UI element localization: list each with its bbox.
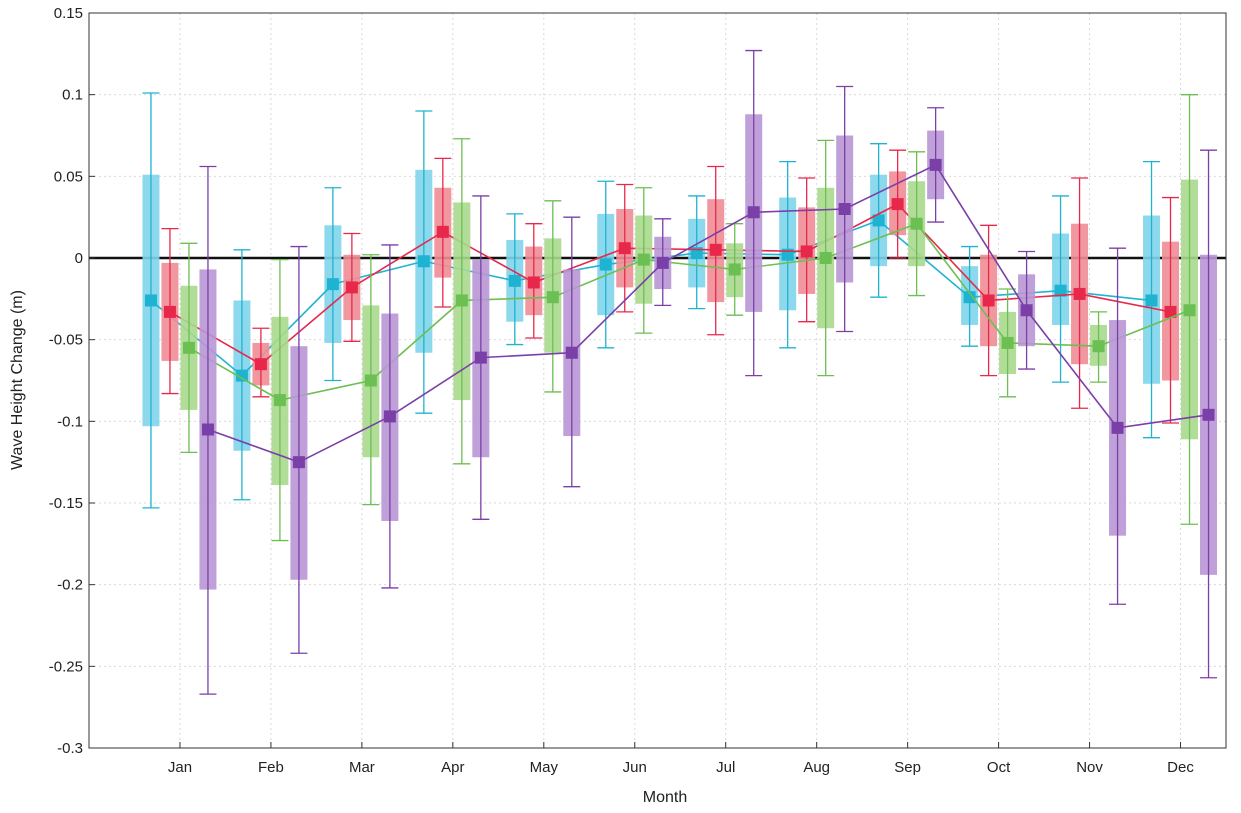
data-point-marker bbox=[618, 242, 631, 255]
plot-frame bbox=[88, 12, 1227, 749]
data-point-marker bbox=[982, 294, 995, 307]
data-point-marker bbox=[1073, 287, 1086, 300]
y-tick-label: -0.1 bbox=[57, 413, 83, 430]
x-tick-label: Oct bbox=[987, 759, 1011, 776]
series-line bbox=[207, 163, 1209, 464]
x-tick-label: Aug bbox=[803, 759, 830, 776]
x-tick-label: Dec bbox=[1167, 759, 1194, 776]
data-point-marker bbox=[1001, 336, 1014, 349]
y-tick-label: -0.05 bbox=[49, 332, 83, 349]
data-point-marker bbox=[800, 245, 813, 258]
data-point-marker bbox=[527, 276, 540, 289]
series-group bbox=[161, 149, 1180, 424]
y-tick-label: 0 bbox=[75, 250, 83, 267]
y-tick-label: -0.3 bbox=[57, 740, 83, 757]
data-point-marker bbox=[508, 274, 521, 287]
data-point-marker bbox=[599, 258, 612, 271]
data-point-marker bbox=[747, 206, 760, 219]
axes: 0.15 0.1 0.05 0 -0.05 -0.1 -0.15 -0.2 -0.25 -0.3 J… bbox=[49, 5, 1227, 776]
data-point-marker bbox=[273, 394, 286, 407]
data-point-marker bbox=[201, 423, 214, 436]
data-point-marker bbox=[546, 291, 559, 304]
data-point-marker bbox=[144, 294, 157, 307]
data-point-marker bbox=[1020, 304, 1033, 317]
data-point-marker bbox=[910, 217, 923, 230]
chart-marks bbox=[142, 49, 1218, 695]
x-tick-label: Jul bbox=[716, 759, 735, 776]
data-point-marker bbox=[565, 346, 578, 359]
data-point-marker bbox=[872, 214, 885, 227]
data-point-marker bbox=[254, 358, 267, 371]
y-tick-label: -0.2 bbox=[57, 577, 83, 594]
x-tick-label: May bbox=[530, 759, 559, 776]
x-tick-label: Apr bbox=[441, 759, 464, 776]
data-point-marker bbox=[474, 351, 487, 364]
data-point-marker bbox=[436, 225, 449, 238]
y-tick-label: 0.05 bbox=[54, 168, 83, 185]
data-point-marker bbox=[963, 291, 976, 304]
data-point-marker bbox=[1092, 340, 1105, 353]
data-point-marker bbox=[637, 253, 650, 266]
data-point-marker bbox=[455, 294, 468, 307]
y-axis-title: Wave Height Change (m) bbox=[9, 290, 26, 470]
data-point-marker bbox=[1164, 305, 1177, 318]
x-tick-label: Jun bbox=[623, 759, 647, 776]
data-point-marker bbox=[1183, 304, 1196, 317]
x-tick-label: Sep bbox=[894, 759, 921, 776]
data-point-marker bbox=[1202, 408, 1215, 421]
data-point-marker bbox=[709, 243, 722, 256]
series-group bbox=[180, 94, 1199, 542]
data-point-marker bbox=[819, 252, 832, 264]
y-tick-label: -0.15 bbox=[49, 495, 83, 512]
x-tick-label: Mar bbox=[349, 759, 375, 776]
data-point-marker bbox=[235, 369, 248, 382]
data-point-marker bbox=[163, 305, 176, 318]
data-point-marker bbox=[838, 203, 851, 215]
data-point-marker bbox=[383, 410, 396, 423]
data-point-marker bbox=[1054, 284, 1067, 297]
data-point-marker bbox=[182, 341, 195, 354]
series-group bbox=[199, 49, 1218, 695]
data-point-marker bbox=[1111, 421, 1124, 434]
data-point-marker bbox=[929, 158, 942, 171]
data-point-marker bbox=[364, 374, 377, 387]
series-group bbox=[142, 92, 1161, 509]
data-point-marker bbox=[417, 255, 430, 268]
x-tick-label: Feb bbox=[258, 759, 284, 776]
data-point-marker bbox=[728, 263, 741, 276]
x-tick-label: Jan bbox=[168, 759, 192, 776]
data-point-marker bbox=[326, 278, 339, 291]
y-tick-label: 0.15 bbox=[54, 5, 83, 22]
x-axis-title: Month bbox=[643, 789, 687, 806]
data-point-marker bbox=[345, 281, 358, 294]
data-point-marker bbox=[891, 198, 904, 211]
data-point-marker bbox=[656, 256, 669, 269]
data-point-marker bbox=[1145, 294, 1158, 307]
x-tick-label: Nov bbox=[1076, 759, 1103, 776]
y-tick-label: -0.25 bbox=[49, 658, 83, 675]
data-point-marker bbox=[292, 456, 305, 469]
y-tick-label: 0.1 bbox=[62, 87, 83, 104]
